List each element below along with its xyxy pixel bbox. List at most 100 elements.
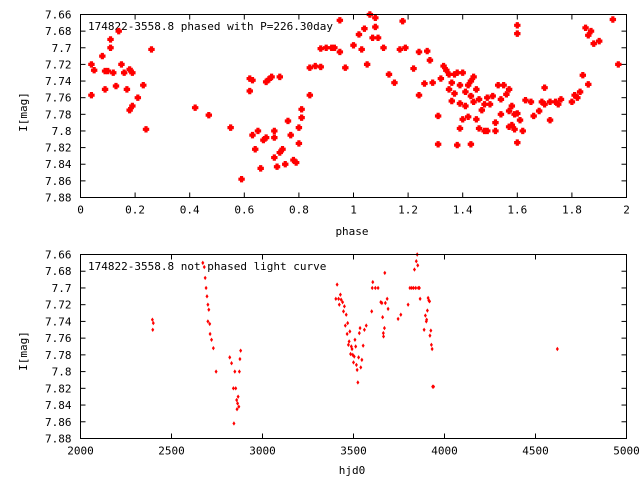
phased-data-point (590, 40, 597, 47)
unphased-ytick-label: 7.68 (45, 265, 72, 278)
unphased-data-point (210, 337, 214, 343)
phased-data-point (434, 112, 442, 120)
unphased-ytick-label: 7.7 (52, 282, 72, 295)
phased-data-point (459, 116, 466, 123)
phased-data-point (120, 69, 128, 76)
unphased-xtick-label: 5000 (613, 445, 640, 458)
phased-ytick-label: 7.72 (45, 58, 72, 71)
unphased-data-point (206, 302, 210, 307)
phased-data-point (484, 127, 491, 135)
unphased-ytick-label: 7.72 (45, 299, 72, 312)
phased-data-point (582, 24, 589, 32)
phased-xtick-label: 1.2 (398, 204, 418, 217)
phased-data-point (350, 42, 357, 49)
phased-data-point (456, 125, 464, 132)
phased-data-point (514, 110, 521, 117)
unphased-data-point (382, 325, 386, 331)
phased-data-point (415, 48, 423, 56)
phased-plot-ticks: 0 0.2 0.4 0.6 0.8 1 1.2 1.4 1.6 1.8 2 7.66 7.68 7.7 7.… (45, 9, 630, 217)
phased-data-point (500, 82, 507, 89)
unphased-ytick-label: 7.78 (45, 349, 72, 362)
phased-data-point (191, 104, 199, 111)
unphased-data-point (429, 342, 433, 348)
unphased-data-point (208, 321, 212, 327)
unphased-xtick-label: 3500 (340, 445, 367, 458)
unphased-data-point (412, 285, 416, 291)
phased-data-point (99, 52, 106, 60)
phased-ytick-label: 7.7 (52, 42, 72, 55)
unphased-data-point (429, 328, 433, 333)
phased-data-point (249, 131, 256, 139)
unphased-data-point (233, 369, 237, 374)
unphased-data-point (207, 307, 211, 312)
unphased-data-point (414, 285, 418, 291)
phased-ytick-label: 7.86 (45, 175, 72, 188)
unphased-data-point (205, 294, 209, 299)
unphased-data-point (408, 285, 412, 291)
unphased-xtick-label: 2000 (67, 445, 94, 458)
unphased-data-point (418, 296, 422, 302)
phased-data-point (129, 69, 136, 76)
phased-data-point (88, 91, 95, 99)
unphased-data-point (423, 313, 427, 318)
phased-data-point (445, 71, 453, 78)
phased-data-point (535, 107, 543, 115)
unphased-ytick-label: 7.66 (45, 249, 72, 262)
unphased-data-point (383, 270, 387, 276)
phased-data-point (298, 106, 305, 113)
phased-data-point (342, 64, 349, 71)
unphased-plot-title: 174822-3558.8 not phased light curve (88, 260, 326, 273)
unphased-data-point (362, 327, 366, 332)
unphased-data-point (352, 354, 356, 359)
unphased-data-point (361, 343, 365, 348)
phased-ytick-label: 7.84 (45, 158, 72, 171)
unphased-data-point (346, 342, 350, 348)
unphased-data-point (348, 329, 352, 334)
phased-data-point (448, 79, 455, 86)
phased-data-point (268, 73, 275, 81)
phased-data-point (227, 124, 234, 131)
phased-ytick-label: 7.74 (45, 75, 72, 88)
phased-data-point (514, 139, 521, 146)
unphased-data-point (410, 285, 414, 291)
phased-data-point (391, 79, 398, 86)
phased-plot-points (88, 11, 622, 183)
phased-data-point (385, 71, 393, 78)
unphased-data-point (381, 315, 385, 320)
phased-data-point (557, 96, 565, 103)
phased-data-point (492, 127, 499, 135)
phased-data-point (497, 111, 505, 118)
unphased-light-curve-plot: 174822-3558.8 not phased light curve hjd… (17, 249, 640, 478)
phased-data-point (134, 94, 142, 101)
unphased-data-point (370, 309, 374, 314)
phased-data-point (451, 90, 458, 97)
phased-light-curve-plot: 174822-3558.8 phased with P=226.30day ph… (17, 9, 630, 239)
phased-data-point (437, 75, 445, 82)
phased-ytick-label: 7.76 (45, 92, 72, 105)
phased-data-point (448, 97, 455, 105)
phased-data-point (110, 69, 117, 76)
unphased-data-point (416, 263, 420, 268)
unphased-ytick-label: 7.74 (45, 315, 72, 328)
unphased-data-point (342, 304, 346, 309)
phased-xtick-label: 0.6 (234, 204, 254, 217)
phased-data-point (287, 131, 294, 139)
phased-plot-frame (80, 14, 627, 198)
unphased-data-point (353, 337, 357, 343)
phased-data-point (273, 163, 281, 170)
phased-plot-title: 174822-3558.8 phased with P=226.30day (88, 20, 333, 33)
phased-data-point (107, 36, 114, 43)
phased-data-point (530, 112, 537, 120)
phased-data-point (445, 86, 453, 93)
unphased-plot-ylabel: I[mag] (17, 331, 30, 371)
unphased-data-point (228, 355, 232, 360)
phased-data-point (336, 48, 344, 56)
unphased-data-point (237, 404, 241, 409)
unphased-data-point (335, 282, 339, 287)
phased-data-point (90, 67, 98, 74)
unphased-data-point (201, 260, 205, 266)
phased-data-point (336, 17, 344, 24)
phased-data-point (421, 80, 428, 87)
unphased-data-point (352, 360, 355, 365)
